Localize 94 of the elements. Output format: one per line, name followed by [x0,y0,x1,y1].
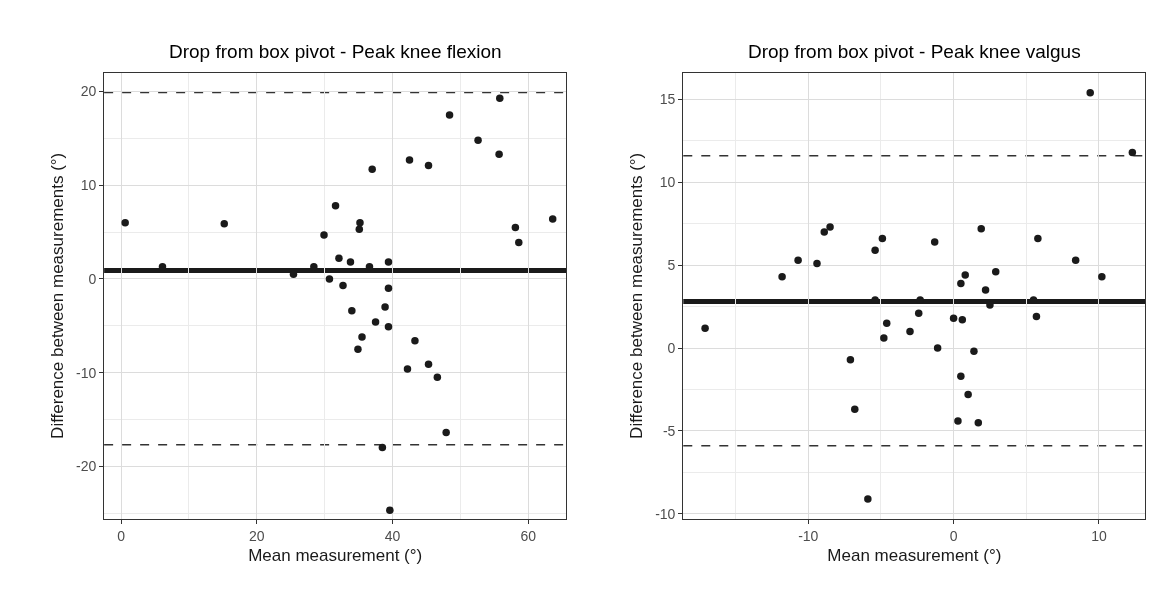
point [442,428,450,437]
point [906,327,914,336]
point [320,231,328,239]
y-tick-label: -10 [76,364,97,381]
point [346,258,355,266]
point [778,272,786,281]
point [335,254,343,263]
point [1098,272,1106,281]
point [930,238,939,246]
point [974,418,983,427]
point [933,344,942,352]
point [515,238,523,247]
point [826,223,834,231]
point [958,316,967,324]
x-tick-label: 0 [117,527,126,544]
y-tick-label: 20 [80,83,97,100]
point [820,228,828,236]
point [354,345,362,353]
point [864,495,872,503]
point [954,417,962,425]
point [381,303,389,311]
point [348,307,356,315]
x-tick-label: 20 [249,527,265,544]
point [384,258,393,266]
point [981,286,990,294]
y-tick-label: 10 [80,177,97,194]
point [991,268,1000,276]
y-tick-label: -5 [662,422,676,439]
point [121,218,129,227]
x-tick-label: 40 [384,527,401,544]
point [846,355,855,364]
point [378,443,387,452]
point [403,365,412,373]
point [1128,148,1137,157]
point [371,318,380,326]
x-tick-label: 0 [949,527,958,544]
point [331,202,340,210]
point [445,111,454,119]
y-tick-label: 0 [88,270,97,287]
point [970,347,978,356]
point [433,373,442,382]
point [511,223,520,232]
point [355,225,364,234]
point [325,275,334,283]
point [358,333,366,341]
point [813,259,821,268]
point [794,256,802,264]
y-tick-label: -10 [655,505,676,522]
point [1071,256,1080,264]
point [424,161,433,170]
point [411,337,419,345]
point [882,319,891,327]
point [339,281,347,290]
point [405,156,414,164]
point [474,136,482,145]
point [871,246,879,254]
point [424,360,433,368]
point [914,309,923,317]
point [384,284,393,293]
point [1086,88,1094,97]
point [851,405,859,414]
point [356,218,364,227]
chart-title: Drop from box pivot - Peak knee flexion [169,41,502,62]
point [495,150,503,159]
point [949,314,958,322]
point [957,372,965,380]
x-axis-title: Mean measurement (°) [827,546,1002,566]
y-tick-label: -20 [76,458,97,475]
point [548,215,557,223]
point [384,322,393,331]
point [964,390,972,399]
x-tick-label: 60 [520,527,537,544]
x-tick-label: -10 [798,527,819,544]
point [701,324,709,332]
point [878,234,887,243]
y-tick-label: 10 [659,174,676,191]
point [1032,312,1041,321]
point [386,506,394,515]
x-tick-label: 10 [1091,527,1107,544]
x-axis-title: Mean measurement (°) [248,546,423,566]
point [368,165,376,174]
y-axis-title: Difference between measurements (°) [47,152,67,439]
point [220,219,228,228]
point [880,334,888,342]
point [961,271,969,279]
y-axis-title: Difference between measurements (°) [626,152,646,439]
point [957,279,965,288]
y-tick-label: 0 [667,339,676,356]
y-tick-label: 5 [667,257,676,274]
point [1034,234,1042,243]
point [496,94,504,102]
point [977,224,985,233]
y-tick-label: 15 [659,91,676,108]
chart-title: Drop from box pivot - Peak knee valgus [748,41,1081,62]
